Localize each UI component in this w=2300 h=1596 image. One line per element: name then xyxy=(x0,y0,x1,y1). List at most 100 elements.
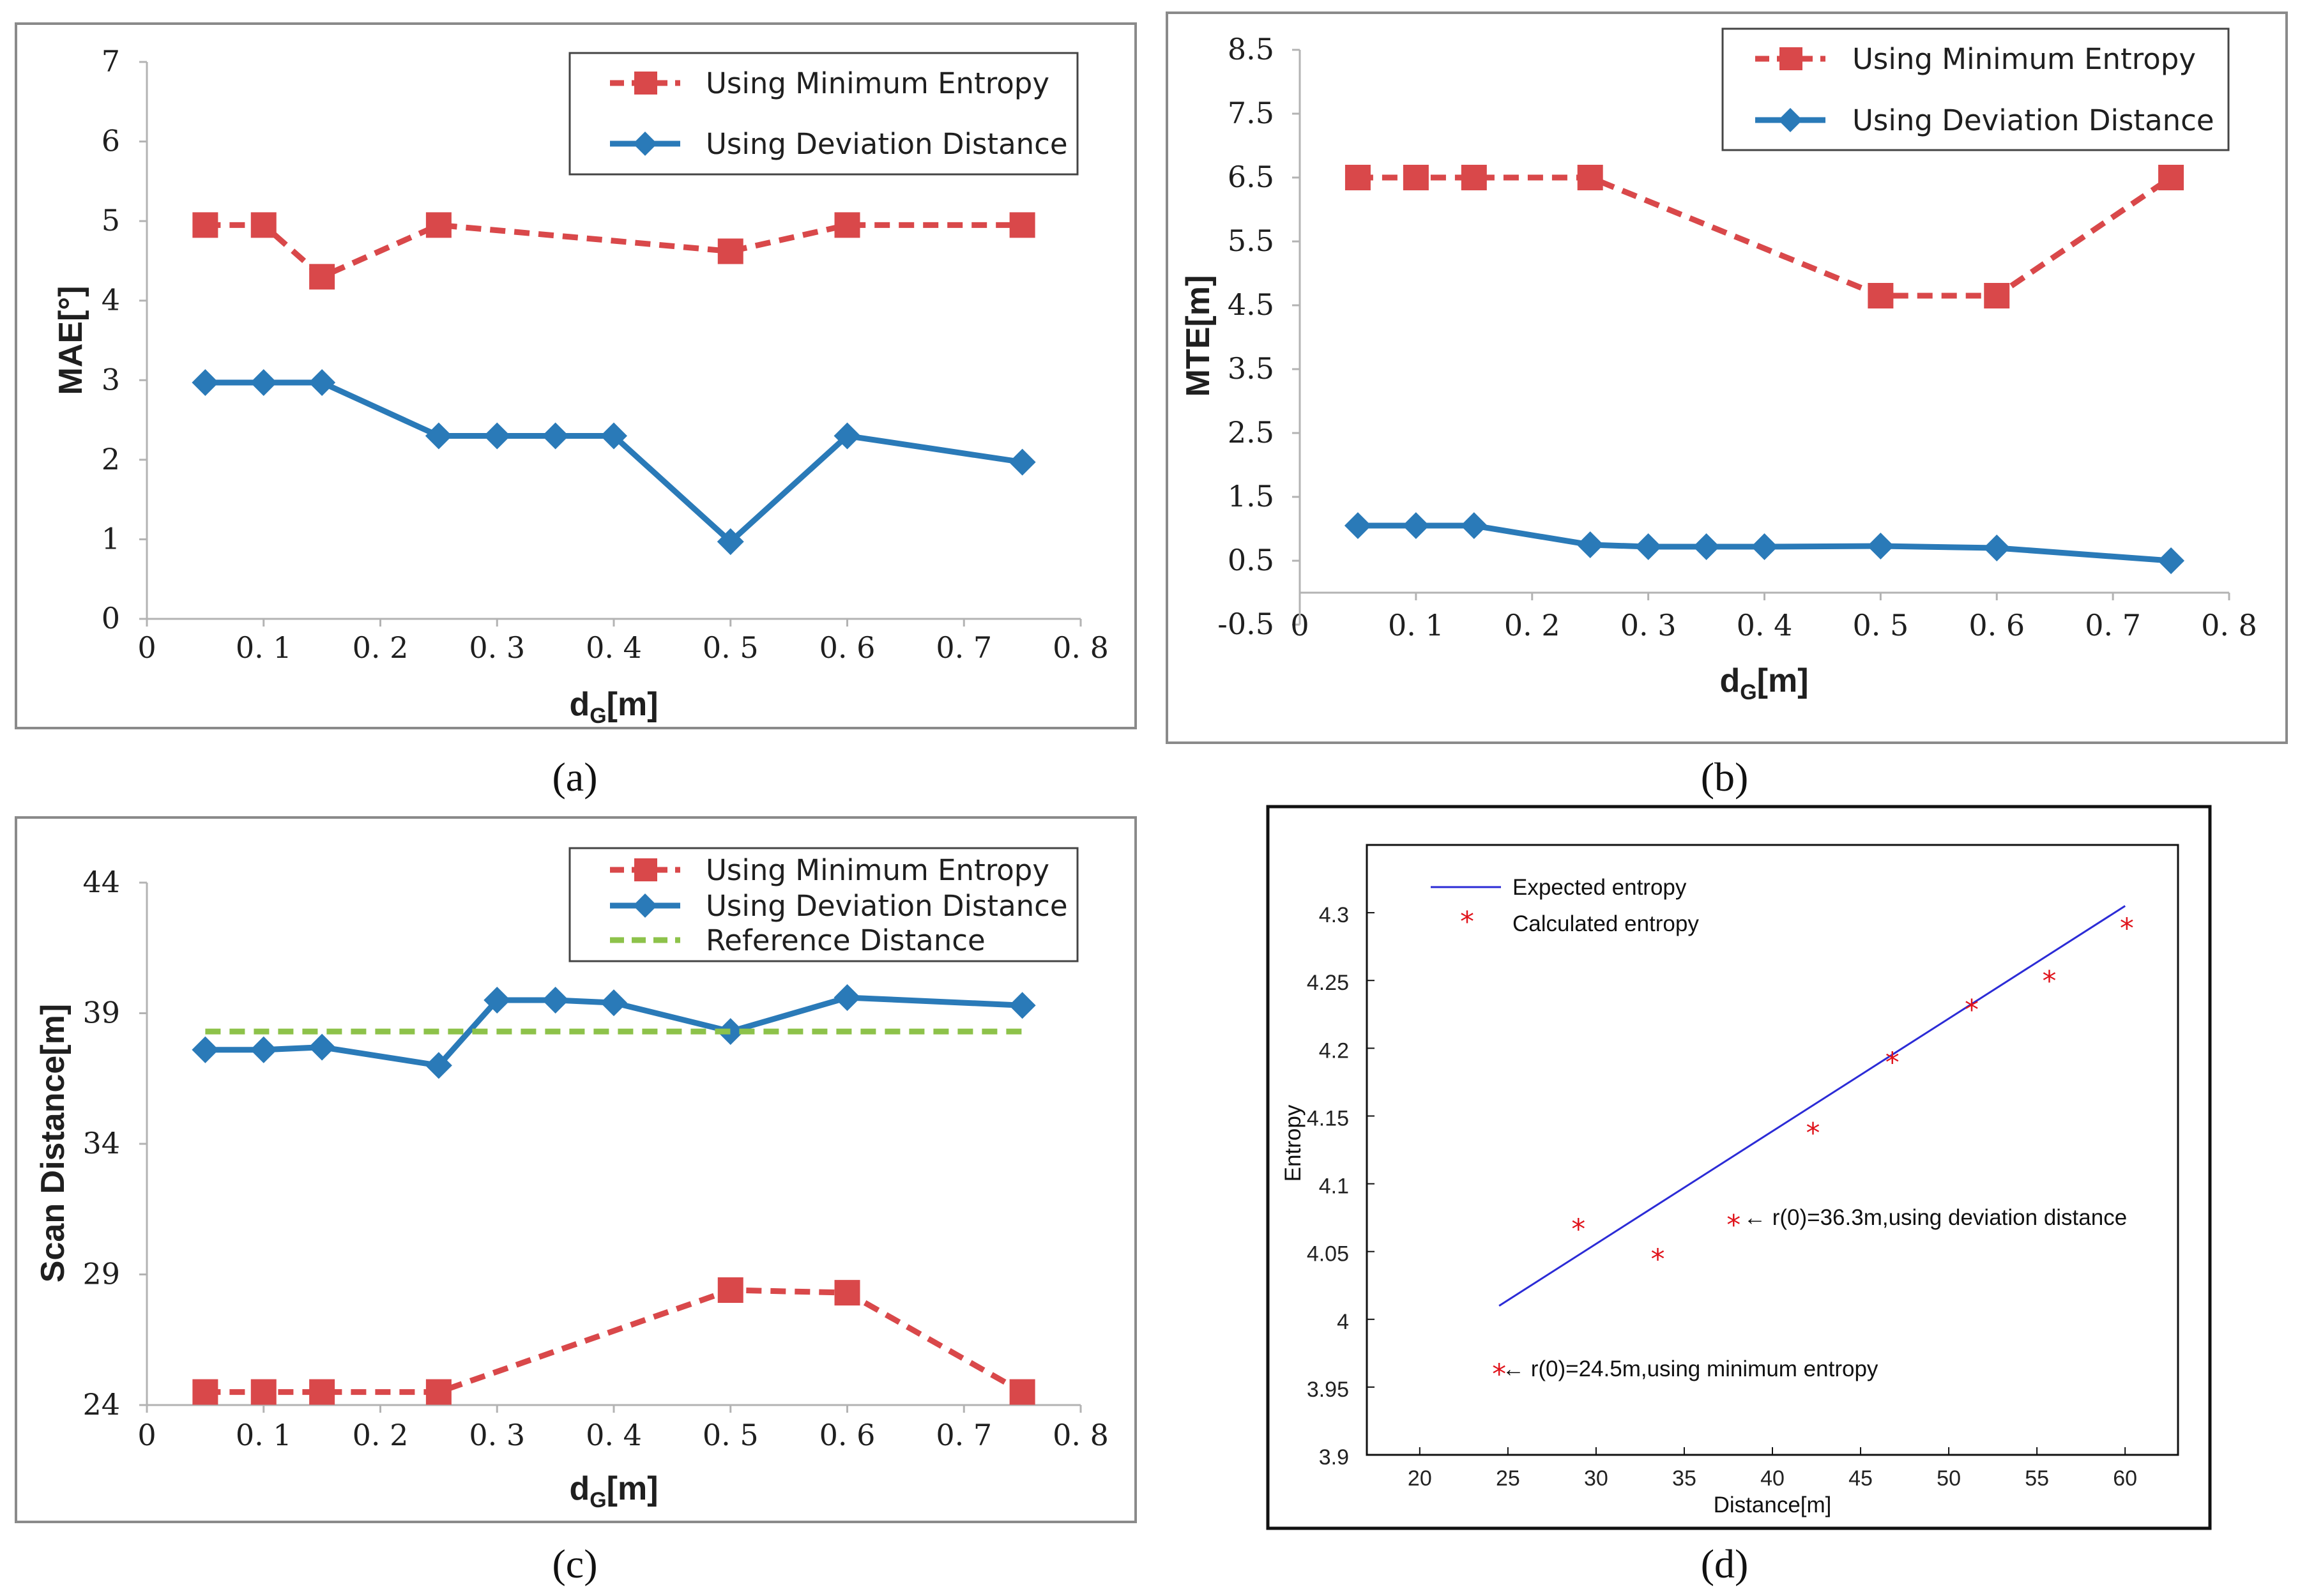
chart-a-xlabel-sub: G xyxy=(590,704,606,728)
chart-c-series-using-deviation-distance-point xyxy=(250,1036,277,1063)
chart-c-y-tick-label: 39 xyxy=(82,996,120,1030)
chart-b-series-using-minimum-entropy-point xyxy=(1984,283,2010,308)
chart-b-y-tick-label: 7.5 xyxy=(1228,96,1274,130)
chart-d: 3.9 3.95 4 4.05 4.1 4.15 4.2 4.25 4.3 20 25 30 35 40… xyxy=(1281,844,2179,1517)
chart-b-x-tick-label: 0. 5 xyxy=(1852,608,1908,642)
chart-c-ylabel: Scan Distance[m] xyxy=(34,1004,72,1282)
chart-a: 0 1 2 3 4 5 6 7 0 0. 1 0. 2 0. 3 0. 4 0. 5 0. 6 0. 7 0.… xyxy=(52,44,1109,728)
chart-b-series-using-minimum-entropy-point xyxy=(1868,283,1894,308)
chart-d-y-tick-label: 4.1 xyxy=(1319,1174,1349,1199)
chart-d-ylabel: Entropy xyxy=(1281,1104,1306,1182)
chart-a-series-using-deviation-distance-point xyxy=(600,422,627,450)
chart-a-series-using-deviation-distance-line xyxy=(205,379,1023,546)
chart-b-y-tick-label: 8.5 xyxy=(1228,32,1274,66)
chart-d-y-tick-label: 3.95 xyxy=(1307,1378,1349,1402)
chart-b-series-using-deviation-distance-point xyxy=(1751,533,1778,560)
chart-b-x-tick-label: 0. 7 xyxy=(2085,608,2141,642)
chart-a-x-tick-label: 0 xyxy=(137,630,156,665)
chart-d-series-calculated-entropy-point: * xyxy=(1571,1213,1585,1246)
chart-c-series-using-deviation-distance-point xyxy=(542,987,569,1014)
chart-c-x-tick-label: 0. 6 xyxy=(819,1418,876,1452)
chart-d-annotation-min-entropy: ← r(0)=24.5m,using minimum entropy xyxy=(1502,1357,1878,1381)
chart-c-x-tick-label: 0 xyxy=(137,1418,156,1452)
legend-b-min-entropy-marker xyxy=(1779,47,1802,70)
chart-a-series-using-minimum-entropy-point xyxy=(192,212,218,238)
chart-b-series-using-deviation-distance-point xyxy=(1576,531,1604,558)
chart-c-xlabel-tail: [m] xyxy=(607,1470,659,1507)
chart-c-series-using-deviation-distance-point xyxy=(1009,992,1036,1019)
chart-c-legend: Using Minimum Entropy Using Deviation Di… xyxy=(568,847,1079,962)
chart-b-x-tick-label: 0. 1 xyxy=(1388,608,1444,642)
chart-b-y-tick-label: -0.5 xyxy=(1217,607,1274,641)
chart-a-series-using-deviation-distance-point xyxy=(834,422,861,450)
panel-c-frame xyxy=(15,816,1137,1523)
chart-d-series-calculated-entropy-point: * xyxy=(1885,1047,1900,1079)
chart-b-series-using-deviation-distance-point xyxy=(1983,535,2011,561)
chart-c-x-tick-label: 0. 8 xyxy=(1053,1418,1109,1452)
legend-d-calculated-label: Calculated entropy xyxy=(1512,911,1699,936)
chart-b-legend: Using Minimum Entropy Using Deviation Di… xyxy=(1721,27,2230,151)
chart-a-xlabel-main: d xyxy=(569,686,590,723)
chart-d-y-tick-label: 4.15 xyxy=(1307,1106,1349,1130)
legend-a-deviation-marker xyxy=(633,132,657,156)
chart-c-y-tick-label: 34 xyxy=(82,1126,120,1160)
chart-b-series-using-minimum-entropy-point xyxy=(1403,165,1429,190)
chart-d-series-calculated-entropy-point: * xyxy=(1492,1358,1506,1391)
chart-c-series-using-deviation-distance-point xyxy=(600,989,627,1017)
chart-a-series-using-deviation-distance-point xyxy=(484,422,511,450)
chart-a-series-using-deviation-distance-point xyxy=(425,422,452,450)
chart-c-x-tick-label: 0. 1 xyxy=(236,1418,292,1452)
chart-b-x-tick-label: 0. 3 xyxy=(1620,608,1677,642)
chart-d-x-tick-label: 20 xyxy=(1408,1466,1432,1491)
chart-b-series-using-deviation-distance-point xyxy=(1867,533,1894,559)
chart-c-x-tick-label: 0. 4 xyxy=(586,1418,642,1452)
chart-a-x-tick-label: 0. 3 xyxy=(469,630,525,665)
legend-a-deviation-label: Using Deviation Distance xyxy=(706,127,1068,161)
chart-b-series-using-deviation-distance-point xyxy=(1634,533,1662,560)
chart-a-legend: Using Minimum Entropy Using Deviation Di… xyxy=(568,52,1079,176)
chart-d-annotation-deviation: ← r(0)=36.3m,using deviation distance xyxy=(1744,1205,2127,1230)
chart-a-series-using-deviation-distance-point xyxy=(250,369,277,397)
chart-b-xlabel-main: d xyxy=(1719,662,1740,699)
chart-c-series-using-minimum-entropy-point xyxy=(834,1280,860,1306)
chart-a-ylabel: MAE[°] xyxy=(52,286,89,395)
chart-b-y-ticks: -0.5 0.5 1.5 2.5 3.5 4.5 5.5 6.5 7.5 8.5 xyxy=(1217,32,1300,641)
chart-b-xlabel-sub: G xyxy=(1740,680,1756,704)
legend-c-reference-label: Reference Distance xyxy=(706,923,986,957)
chart-d-y-tick-label: 4 xyxy=(1337,1310,1349,1334)
chart-a-series-using-deviation-distance-point xyxy=(1009,448,1036,476)
chart-b: -0.50.51.52.53.54.55.56.57.58.5 0 0. 1 0. … xyxy=(1180,27,2257,704)
legend-c-min-entropy-marker xyxy=(634,858,657,881)
chart-b-ylabel: MTE[m] xyxy=(1180,275,1217,397)
panel-a-frame xyxy=(15,22,1137,729)
chart-c-series-using-deviation-distance-point xyxy=(484,987,511,1014)
chart-d-x-tick-label: 30 xyxy=(1584,1466,1608,1491)
chart-d-series-calculated-entropy-point: * xyxy=(1726,1209,1740,1242)
chart-b-y-tick-label: 4.5 xyxy=(1228,287,1274,322)
chart-a-series-using-minimum-entropy-point xyxy=(309,264,335,290)
chart-a-xlabel: dG[m] xyxy=(569,686,658,728)
chart-b-series-using-minimum-entropy-point xyxy=(1344,165,1371,190)
chart-a-y-tick-label: 4 xyxy=(102,283,120,317)
chart-c-y-tick-label: 24 xyxy=(82,1387,120,1422)
chart-c-x-tick-label: 0. 2 xyxy=(353,1418,409,1452)
chart-d-y-tick-label: 4.05 xyxy=(1307,1242,1349,1266)
chart-b-xlabel: dG[m] xyxy=(1719,662,1808,704)
chart-a-series-using-minimum-entropy-point xyxy=(834,212,860,238)
legend-d-calculated-marker: * xyxy=(1460,906,1474,938)
chart-d-x-tick-label: 50 xyxy=(1937,1466,1961,1491)
chart-a-x-tick-label: 0. 7 xyxy=(936,630,992,665)
chart-a-series-using-deviation-distance-point xyxy=(192,369,219,397)
chart-a-series-using-minimum-entropy-point xyxy=(250,212,277,238)
chart-b-x-tick-label: 0. 4 xyxy=(1737,608,1793,642)
chart-a-y-tick-label: 2 xyxy=(102,442,120,476)
chart-a-y-tick-label: 6 xyxy=(102,124,120,158)
chart-c-series-using-deviation-distance-point xyxy=(717,1018,744,1045)
legend-b-min-entropy-label: Using Minimum Entropy xyxy=(1852,42,2196,76)
panel-label-c: (c) xyxy=(552,1541,597,1586)
chart-d-x-tick-label: 60 xyxy=(2113,1466,2137,1491)
chart-a-series-using-deviation-distance-point xyxy=(308,369,336,397)
chart-a-x-tick-label: 0. 8 xyxy=(1053,630,1109,665)
chart-b-series-using-minimum-entropy-point xyxy=(2158,165,2184,190)
chart-a-x-tick-label: 0. 5 xyxy=(703,630,759,665)
